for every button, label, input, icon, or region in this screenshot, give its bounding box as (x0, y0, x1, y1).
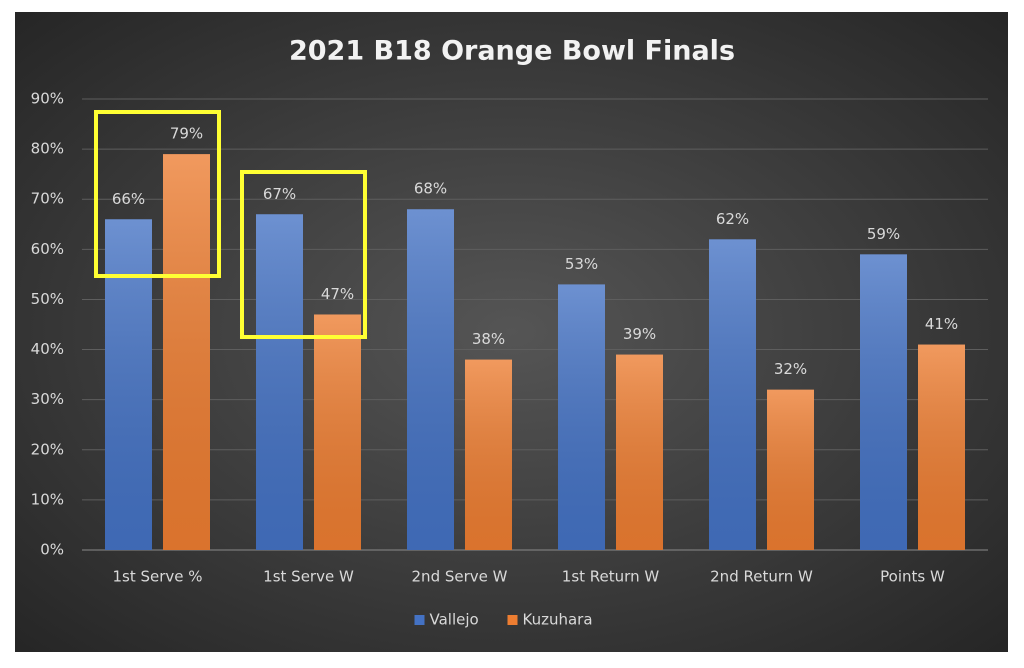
bar-shine (256, 214, 303, 550)
value-label: 59% (867, 225, 900, 243)
bar-shine (616, 354, 663, 550)
value-label: 47% (321, 285, 354, 303)
bar-shine (918, 344, 965, 550)
value-label: 41% (925, 315, 958, 333)
y-tick-label: 20% (31, 440, 64, 458)
value-label: 32% (774, 360, 807, 378)
y-tick-label: 70% (31, 190, 64, 208)
y-tick-label: 40% (31, 340, 64, 358)
plot-area: 0% 10% 20% 30% 40% 50% 60% 70% 80% 90% 1st Serve %… (31, 90, 988, 629)
y-tick-label: 10% (31, 490, 64, 508)
x-tick-label: Points W (880, 568, 945, 586)
x-tick-label: 1st Serve % (112, 568, 202, 586)
y-tick-label: 50% (31, 290, 64, 308)
y-tick-label: 60% (31, 240, 64, 258)
y-tick-label: 90% (31, 90, 64, 108)
highlight-box (94, 110, 221, 278)
y-tick-label: 30% (31, 390, 64, 408)
bar-shine (314, 314, 361, 550)
value-label: 38% (472, 330, 505, 348)
x-tick-label: 2nd Return W (710, 568, 813, 586)
value-label: 68% (414, 180, 447, 198)
bar-shine (860, 254, 907, 550)
bar-shine (407, 209, 454, 550)
chart-title: 2021 B18 Orange Bowl Finals (289, 36, 735, 67)
bar-shine (709, 239, 756, 551)
bar-shine (465, 359, 512, 550)
bar-shine (105, 219, 152, 550)
value-label: 67% (263, 185, 296, 203)
x-tick-label: 2nd Serve W (412, 568, 508, 586)
value-label: 66% (112, 190, 145, 208)
bar-shine (163, 154, 210, 550)
highlight-box (240, 170, 367, 339)
x-tick-label: 1st Return W (562, 568, 660, 586)
value-label: 79% (170, 125, 203, 143)
bar-shine (767, 389, 814, 550)
bar-shine (558, 284, 605, 550)
value-label: 39% (623, 325, 656, 343)
legend-swatch (414, 615, 425, 625)
y-tick-label: 80% (31, 140, 64, 158)
value-label: 62% (716, 210, 749, 228)
x-tick-label: 1st Serve W (263, 568, 354, 586)
legend-label: Vallejo (430, 611, 479, 629)
legend-label: Kuzuhara (523, 611, 593, 629)
y-tick-label: 0% (40, 541, 64, 559)
value-label: 53% (565, 255, 598, 273)
legend-swatch (507, 615, 518, 625)
